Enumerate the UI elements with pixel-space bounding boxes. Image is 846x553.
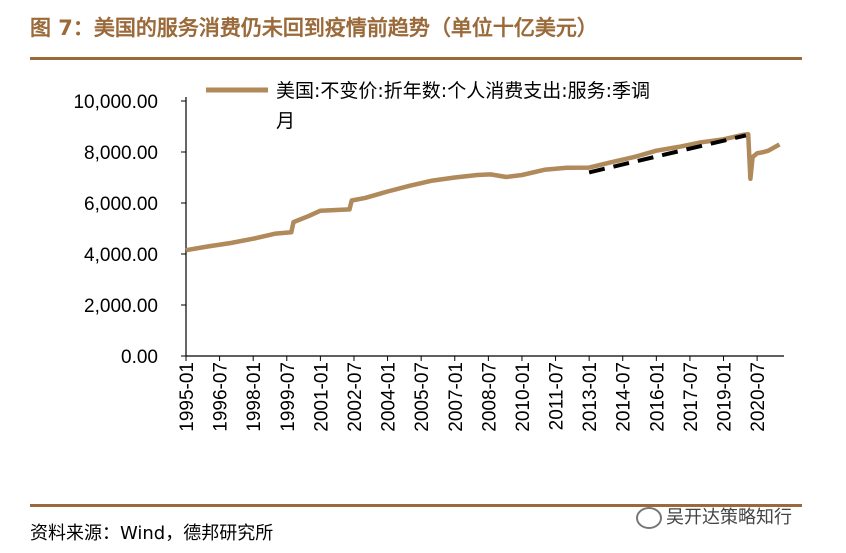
y-tick-label: 6,000.00 [84, 194, 158, 215]
legend-label-continued: 月 [276, 110, 295, 132]
y-axis-ticks: 0.00 2,000.00 4,000.00 6,000.00 8,000.00 10,0… [73, 92, 186, 368]
chart: 0.00 2,000.00 4,000.00 6,000.00 8,000.00 10,0… [73, 80, 784, 432]
x-tick-label: 1995-01 [177, 362, 198, 432]
watermark-text: 吴开达策略知行 [666, 507, 792, 528]
watermark: 吴开达策略知行 [636, 503, 792, 529]
x-tick-label: 2008-07 [479, 362, 500, 432]
x-tick-label: 2019-01 [715, 362, 736, 432]
y-tick-label: 4,000.00 [84, 245, 158, 266]
footer-divider [30, 504, 802, 507]
x-tick-label: 2016-01 [647, 362, 668, 432]
x-axis-ticks: 1995-01 1996-07 1998-01 1999-07 2001-01 2002-… [177, 356, 769, 432]
x-tick-label: 2005-07 [412, 362, 433, 432]
x-tick-label: 1996-07 [211, 362, 232, 432]
x-tick-label: 2004-01 [379, 362, 400, 432]
x-tick-label: 2010-01 [513, 362, 534, 432]
y-tick-label: 2,000.00 [84, 296, 158, 317]
chart-axes [185, 97, 784, 357]
x-tick-label: 1999-07 [278, 362, 299, 432]
title-divider [30, 57, 802, 60]
y-tick-label: 0.00 [121, 347, 158, 368]
series-line-us-services-consumption [185, 131, 781, 253]
x-tick-label: 2002-07 [345, 362, 366, 432]
x-tick-label: 2020-07 [748, 362, 769, 432]
source-note: 资料来源：Wind，德邦研究所 [30, 523, 274, 544]
x-tick-label: 2013-01 [580, 362, 601, 432]
y-tick-label: 10,000.00 [73, 92, 158, 113]
y-tick-label: 8,000.00 [84, 143, 158, 164]
x-tick-label: 2014-07 [614, 362, 635, 432]
trend-line [588, 133, 747, 175]
x-tick-label: 2001-01 [311, 362, 332, 432]
chart-series [185, 131, 781, 253]
legend-label: 美国:不变价:折年数:个人消费支出:服务:季调 [276, 80, 650, 102]
x-tick-label: 1998-01 [244, 362, 265, 432]
wechat-icon [636, 507, 662, 529]
x-tick-label: 2007-01 [446, 362, 467, 432]
chart-legend: 美国:不变价:折年数:个人消费支出:服务:季调 月 [206, 80, 650, 132]
x-tick-label: 2017-07 [681, 362, 702, 432]
figure-title: 图 7：美国的服务消费仍未回到疫情前趋势（单位十亿美元） [30, 16, 598, 40]
x-tick-label: 2011-07 [547, 362, 568, 430]
